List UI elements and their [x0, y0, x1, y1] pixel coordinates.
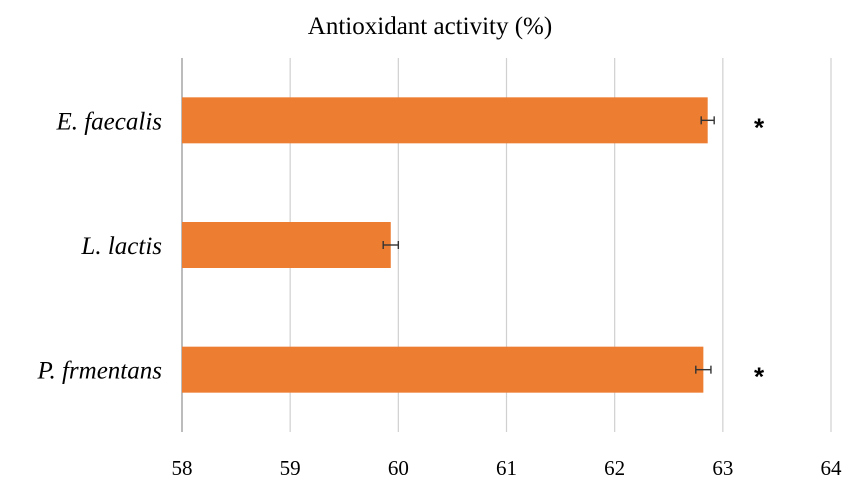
bar-e-faecalis: [182, 97, 708, 144]
x-tick-58: 58: [172, 456, 193, 480]
x-tick-59: 59: [280, 456, 301, 480]
significance-p-frmentans: *: [754, 362, 765, 392]
x-tick-64: 64: [821, 456, 843, 480]
error-bar-p-frmentans: [695, 365, 712, 374]
significance-markers: **: [754, 112, 765, 391]
x-tick-61: 61: [496, 456, 517, 480]
chart-title: Antioxidant activity (%): [308, 13, 552, 40]
x-tick-60: 60: [388, 456, 409, 480]
category-labels: E. faecalis L. lactis P. frmentans: [36, 108, 162, 384]
bar-l-lactis: [182, 222, 391, 268]
error-bar-e-faecalis: [700, 116, 715, 125]
bars: [182, 97, 715, 393]
category-label-e-faecalis: E. faecalis: [55, 108, 162, 135]
x-tick-62: 62: [604, 456, 625, 480]
x-tick-labels: 58 59 60 61 62 63 64: [172, 456, 843, 480]
x-tick-63: 63: [712, 456, 733, 480]
error-bar-l-lactis: [382, 241, 400, 249]
category-label-p-frmentans: P. frmentans: [36, 358, 162, 385]
category-label-l-lactis: L. lactis: [80, 233, 162, 260]
significance-e-faecalis: *: [754, 112, 765, 142]
bar-p-frmentans: [182, 346, 704, 393]
